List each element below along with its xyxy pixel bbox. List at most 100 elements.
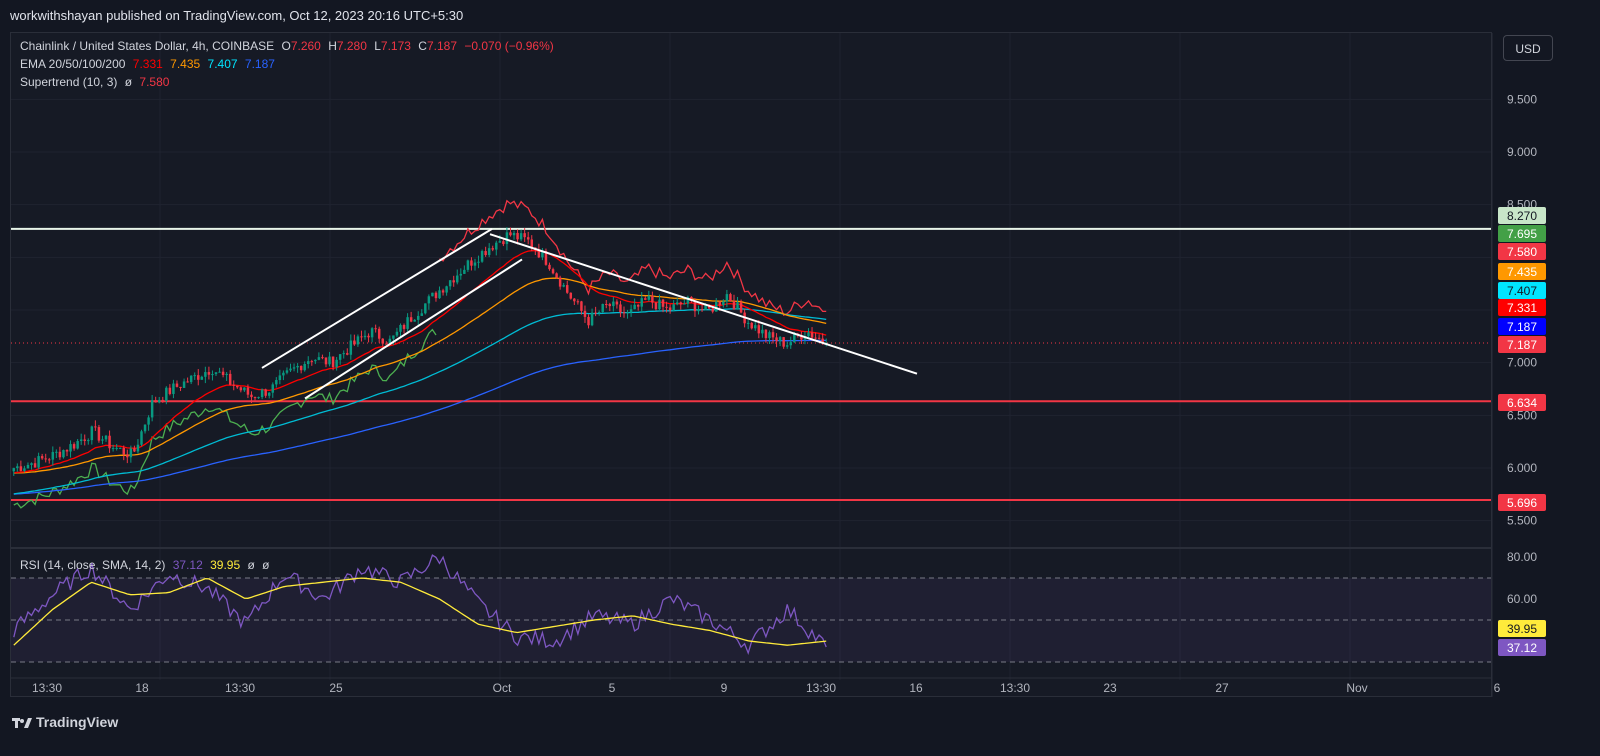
candle-body: [548, 264, 551, 270]
candle-body: [718, 301, 722, 306]
candle-body: [260, 389, 264, 398]
time-tick-label: 5: [609, 681, 616, 695]
ema20-value: 7.331: [132, 57, 163, 71]
ema200-value: 7.187: [244, 57, 275, 71]
candle-body: [16, 466, 19, 469]
candle-body: [236, 385, 239, 388]
candle-body: [729, 294, 732, 301]
rsi-legend[interactable]: RSI (14, close, SMA, 14, 2) 37.12 39.95 …: [20, 558, 274, 572]
candle-body: [636, 304, 640, 307]
candle-body: [356, 336, 360, 345]
candle-body: [775, 337, 778, 342]
candle-body: [186, 381, 189, 383]
candle-body: [65, 450, 69, 452]
candle-body: [165, 387, 168, 401]
candle-body: [427, 296, 431, 304]
candle-body: [814, 337, 817, 339]
candle-body: [736, 302, 739, 310]
candle-body: [526, 237, 530, 240]
time-tick-label: 23: [1103, 681, 1117, 695]
time-tick-label: 13:30: [1000, 681, 1030, 695]
candle-body: [324, 357, 328, 365]
candle-body: [157, 399, 161, 403]
time-tick-label: 13:30: [32, 681, 62, 695]
chart-canvas[interactable]: 9.5009.0008.5007.0006.5006.0005.5008.270…: [0, 0, 1600, 706]
candle-body: [97, 427, 101, 441]
rsi-label: RSI (14, close, SMA, 14, 2): [20, 558, 166, 572]
candle-body: [665, 306, 668, 308]
descending-trendline: [489, 233, 918, 375]
candle-body: [679, 302, 683, 305]
ema200-line: [13, 339, 827, 495]
hidden-eye-icon[interactable]: ø: [247, 558, 255, 572]
candle-body: [495, 242, 498, 250]
candle-body: [197, 375, 200, 380]
price-badge-label: 7.187: [1507, 338, 1537, 352]
candle-body: [317, 357, 321, 360]
candle-body: [388, 338, 392, 344]
candle-body: [722, 301, 725, 306]
candle-body: [544, 250, 548, 265]
supertrend-label: Supertrend (10, 3): [20, 75, 118, 89]
candle-body: [104, 435, 108, 440]
candle-body: [377, 328, 381, 339]
candle-body: [179, 386, 182, 388]
channel-upper-line: [261, 228, 493, 369]
hidden-eye-icon[interactable]: ø: [262, 558, 270, 572]
price-badge: [1498, 263, 1546, 280]
candle-body: [456, 275, 459, 283]
candle-body: [370, 328, 374, 338]
candle-body: [541, 250, 544, 258]
candle-body: [573, 298, 576, 302]
candle-body: [587, 316, 590, 326]
price-badge-label: 6.634: [1507, 396, 1537, 410]
ohlc-high: H7.280: [328, 39, 367, 53]
candle-body: [583, 310, 587, 317]
price-tick-label: 9.500: [1507, 92, 1537, 106]
candle-body: [416, 315, 420, 320]
candle-body: [576, 301, 580, 303]
ema-label: EMA 20/50/100/200: [20, 57, 126, 71]
time-tick-label: 27: [1215, 681, 1229, 695]
candle-body: [537, 250, 541, 258]
price-badge: [1498, 282, 1546, 299]
candle-body: [246, 387, 250, 395]
candle-body: [448, 280, 452, 287]
candle-body: [810, 332, 814, 338]
rsi-tick-label: 60.00: [1507, 592, 1537, 606]
chart-panel[interactable]: [10, 32, 1492, 697]
candle-body: [555, 273, 558, 278]
publisher-info: workwithshayan published on TradingView.…: [10, 8, 464, 23]
price-badge: [1498, 243, 1546, 260]
candle-body: [90, 426, 94, 441]
candle-body: [129, 448, 133, 458]
candle-body: [697, 309, 700, 312]
candle-body: [746, 322, 750, 324]
ema-legend[interactable]: EMA 20/50/100/200 7.331 7.435 7.407 7.18…: [20, 57, 279, 71]
currency-button[interactable]: USD: [1503, 35, 1553, 61]
candle-body: [30, 463, 33, 465]
candle-body: [647, 295, 651, 300]
candle-body: [686, 296, 690, 304]
candle-body: [48, 459, 51, 461]
candle-body: [693, 300, 697, 312]
time-tick-label: 9: [721, 681, 728, 695]
candle-body: [307, 361, 310, 364]
candle-body: [732, 300, 736, 310]
candle-body: [626, 312, 629, 314]
candle-body: [473, 262, 477, 266]
candle-body: [321, 357, 324, 359]
candle-body: [516, 232, 519, 240]
candle-body: [140, 431, 143, 445]
price-badge: [1498, 494, 1546, 511]
candle-body: [502, 241, 505, 245]
candle-body: [310, 361, 314, 363]
hidden-eye-icon[interactable]: ø: [124, 75, 133, 89]
candle-body: [331, 356, 335, 368]
tradingview-brand[interactable]: TradingView: [12, 714, 118, 730]
candle-body: [672, 304, 675, 311]
candle-body: [569, 292, 573, 299]
candle-body: [338, 354, 342, 360]
time-tick-label: 16: [909, 681, 923, 695]
supertrend-legend[interactable]: Supertrend (10, 3) ø 7.580: [20, 75, 173, 89]
